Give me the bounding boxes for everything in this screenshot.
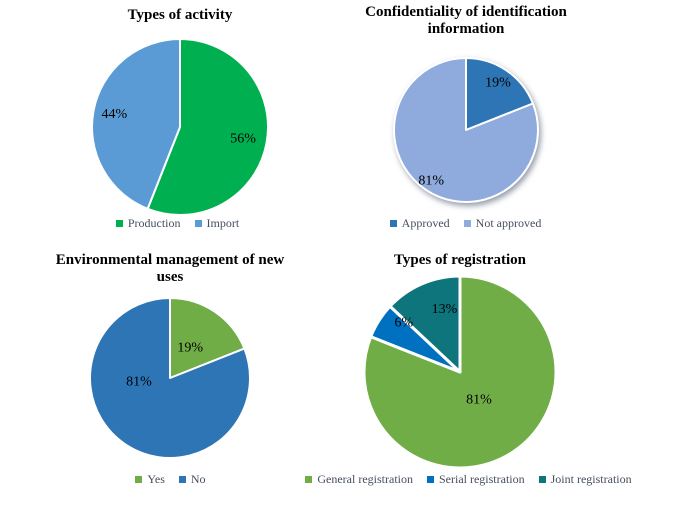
chart-confidentiality: Confidentiality of identification inform…: [339, 0, 678, 250]
data-label-not-approved: 81%: [418, 174, 444, 189]
pie-slice-yes: [169, 297, 246, 379]
data-label-no: 81%: [126, 374, 152, 389]
legend-label: Yes: [147, 471, 165, 486]
pie-slice-joint-registration: [388, 274, 462, 374]
legend-label: Serial registration: [438, 471, 525, 486]
legend-swatch-no: [178, 475, 186, 483]
chart-legend: Approved Not approved: [296, 215, 635, 231]
chart-legend: Yes No: [1, 471, 340, 487]
legend-label: General registration: [317, 471, 413, 486]
legend-swatch-production: [115, 219, 123, 227]
legend-swatch-import: [194, 219, 202, 227]
legend-item-import: Import: [194, 215, 240, 231]
pie-slice-not-approved: [392, 57, 539, 203]
chart-title: Confidentiality of identification inform…: [365, 4, 567, 37]
legend-label: No: [190, 471, 206, 486]
pie-types-of-activity: 56% 44%: [91, 38, 269, 216]
data-label-production: 56%: [230, 132, 256, 147]
data-label-import: 44%: [101, 107, 127, 122]
legend-swatch-serial-registration: [426, 475, 434, 483]
pie-types-of-registration: 81% 6% 13%: [362, 274, 558, 470]
pie-slice-approved: [465, 57, 534, 131]
data-label-yes: 19%: [177, 341, 203, 356]
chart-types-of-activity: Types of activity 56% 44% Production Impor…: [0, 0, 339, 250]
legend-item-general-registration: General registration: [305, 472, 413, 487]
legend-item-serial-registration: Serial registration: [426, 471, 525, 487]
legend-item-approved: Approved: [389, 215, 450, 231]
legend-label: Not approved: [475, 215, 542, 230]
pie-slice-production: [146, 38, 269, 216]
legend-swatch-approved: [389, 219, 397, 227]
legend-item-production: Production: [115, 215, 181, 231]
data-label-serial-registration: 6%: [394, 316, 413, 331]
legend-swatch-not-approved: [463, 219, 471, 227]
pie-confidentiality: 19% 81%: [392, 57, 539, 203]
legend-swatch-yes: [135, 475, 143, 483]
chart-environmental-management: Environmental management of new uses 19%…: [0, 250, 339, 516]
legend-item-no: No: [178, 471, 206, 487]
chart-types-of-registration: Types of registration 81% 6% 13% General r…: [305, 250, 678, 516]
legend-swatch-joint-registration: [538, 475, 546, 483]
chart-title: Types of activity: [127, 7, 233, 23]
pie-environmental-management: 19% 81%: [88, 297, 251, 459]
data-label-joint-registration: 13%: [432, 302, 458, 317]
chart-legend: Production Import: [8, 215, 347, 231]
legend-item-not-approved: Not approved: [463, 215, 542, 231]
chart-legend: General registration Serial registration J…: [299, 471, 638, 487]
chart-title: Types of registration: [394, 252, 526, 268]
legend-label: Approved: [401, 215, 450, 230]
legend-label: Joint registration: [550, 471, 632, 486]
legend-label: Import: [206, 215, 240, 230]
chart-title: Environmental management of new uses: [55, 252, 285, 285]
data-label-approved: 19%: [485, 76, 511, 91]
pie-slice-import: [91, 38, 181, 210]
legend-item-joint-registration: Joint registration: [538, 471, 632, 487]
legend-swatch-general-registration: [305, 475, 313, 483]
legend-item-yes: Yes: [135, 471, 165, 487]
pie-slice-no: [88, 297, 251, 459]
legend-label: Production: [127, 215, 181, 230]
data-label-general-registration: 81%: [466, 392, 492, 407]
